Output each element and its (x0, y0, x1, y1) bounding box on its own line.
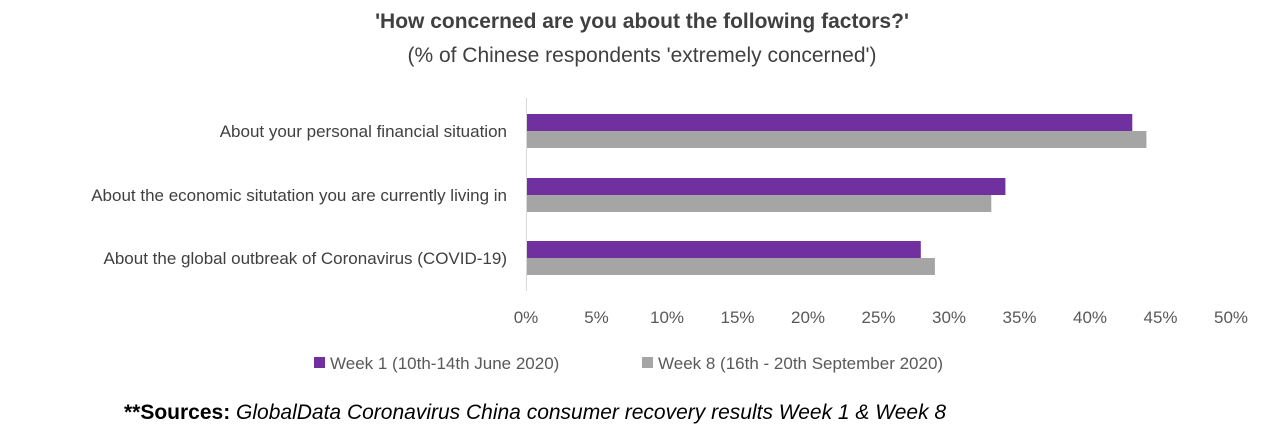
bar-series2-1 (527, 195, 992, 212)
legend-swatch-series2 (642, 357, 653, 368)
category-label: About the economic situtation you are cu… (91, 186, 507, 205)
x-tick-label: 20% (791, 308, 825, 327)
x-tick-label: 10% (650, 308, 684, 327)
x-tick-label: 40% (1073, 308, 1107, 327)
legend-label-series2: Week 8 (16th - 20th September 2020) (658, 354, 943, 373)
x-tick-label: 5% (584, 308, 609, 327)
source-note: **Sources: GlobalData Coronavirus China … (124, 401, 946, 424)
legend-label-series1: Week 1 (10th-14th June 2020) (330, 354, 559, 373)
bar-series1-2 (527, 241, 921, 258)
x-tick-label: 50% (1214, 308, 1248, 327)
source-label: **Sources: (124, 401, 230, 424)
x-tick-label: 45% (1143, 308, 1177, 327)
x-tick-label: 35% (1002, 308, 1036, 327)
x-tick-label: 0% (514, 308, 539, 327)
bar-series2-0 (527, 131, 1147, 148)
category-label: About your personal financial situation (220, 122, 507, 141)
x-tick-label: 30% (932, 308, 966, 327)
x-tick-label: 15% (720, 308, 754, 327)
chart-title: 'How concerned are you about the followi… (375, 10, 909, 33)
bar-series1-1 (527, 178, 1006, 195)
source-text: GlobalData Coronavirus China consumer re… (230, 401, 946, 424)
category-label: About the global outbreak of Coronavirus… (104, 249, 507, 268)
bar-series2-2 (527, 258, 935, 275)
bar-series1-0 (527, 114, 1133, 131)
chart-subtitle: (% of Chinese respondents 'extremely con… (407, 44, 876, 67)
legend-swatch-series1 (314, 357, 325, 368)
x-tick-label: 25% (861, 308, 895, 327)
